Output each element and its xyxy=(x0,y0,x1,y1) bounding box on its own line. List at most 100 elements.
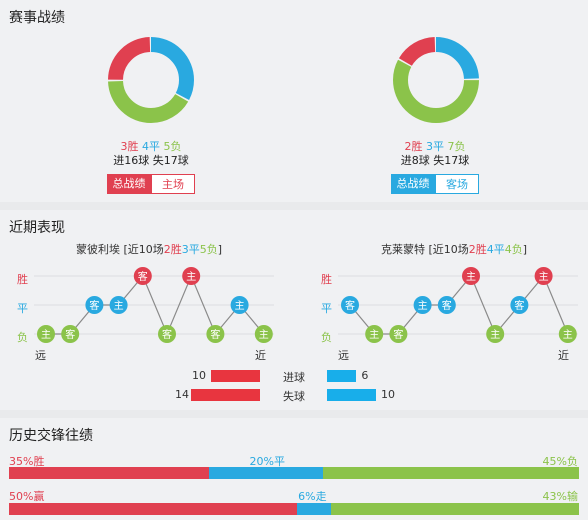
left-form-venue-label: 客 xyxy=(210,328,220,341)
left-form-point xyxy=(254,325,273,343)
right-form-venue-label: 主 xyxy=(490,329,500,341)
right-donut-loss-slice xyxy=(393,37,479,123)
left-tab-overall[interactable]: 总战绩 xyxy=(107,174,151,194)
h2h-draw-segment xyxy=(208,467,323,479)
right-form-point xyxy=(341,296,359,314)
right-form-point xyxy=(437,296,456,314)
right-form-point xyxy=(558,325,577,343)
right-form-venue-label: 客 xyxy=(514,299,524,312)
right-form-title: 克莱蒙特 [近10场2胜4平4负] xyxy=(381,243,528,256)
scored-left-value: 10 xyxy=(192,369,206,382)
right-form-venue-label: 客 xyxy=(345,299,355,312)
right-form-point xyxy=(365,325,384,343)
right-record-stats: 2胜 3平 7负 进8球 失17球 xyxy=(365,140,505,168)
right-form-point xyxy=(389,325,408,343)
section-title-recent: 近期表现 xyxy=(9,220,65,236)
left-form-point xyxy=(158,325,176,343)
left-form-title: 蒙彼利埃 [近10场2胜3平5负] xyxy=(76,243,223,256)
left-form-venue-label: 客 xyxy=(138,270,148,283)
left-draws: 4平 xyxy=(142,140,160,153)
left-form-point xyxy=(230,296,249,314)
right-form-venue-label: 客 xyxy=(393,328,403,341)
conceded-left-bar xyxy=(191,389,260,401)
h2h-handicap-win-segment xyxy=(9,503,297,515)
right-form-point xyxy=(510,296,529,314)
right-form-point xyxy=(413,296,432,314)
left-form-venue-label: 主 xyxy=(259,329,269,341)
left-form-venue-label: 主 xyxy=(186,271,196,283)
right-form-team: 克莱蒙特 xyxy=(381,243,425,256)
right-form-venue-label: 主 xyxy=(539,271,549,283)
h2h-win-label: 35%胜 xyxy=(9,455,45,468)
record-panel: 赛事战绩 3胜 4平 5负 进16球 失17球 总战绩 主场 2胜 3平 7负 … xyxy=(0,0,588,202)
scored-right-value: 6 xyxy=(361,369,369,382)
left-form-venue-label: 主 xyxy=(114,300,124,312)
section-title-record: 赛事战绩 xyxy=(9,10,65,26)
h2h-loss-label: 45%负 xyxy=(542,455,578,468)
history-panel: 历史交锋往绩 35%胜 20%平 45%负 50%赢 6%走 43%输 xyxy=(0,418,588,520)
h2h-loss-segment xyxy=(322,467,579,479)
right-x-near: 近 xyxy=(558,349,569,362)
conceded-label: 失球 xyxy=(283,390,305,403)
right-wins: 2胜 xyxy=(404,140,423,153)
right-goals: 进8球 失17球 xyxy=(400,154,470,167)
right-form-venue-label: 主 xyxy=(418,300,428,312)
scored-label: 进球 xyxy=(283,371,305,384)
scored-left-bar xyxy=(211,370,260,382)
conceded-right-value: 10 xyxy=(381,388,395,401)
right-form-point xyxy=(462,267,480,285)
left-y-loss: 负 xyxy=(17,331,28,344)
h2h-handicap-loss-segment xyxy=(331,503,579,515)
left-y-draw: 平 xyxy=(17,302,28,315)
h2h-handicap-draw-segment xyxy=(296,503,332,515)
h2h-handicap-draw-label: 6%走 xyxy=(298,490,327,503)
left-x-far: 远 xyxy=(35,349,46,362)
right-form-point xyxy=(486,325,505,343)
right-draws: 3平 xyxy=(426,140,444,153)
left-form-chart: 主客客 主客客主客主主 xyxy=(34,267,274,343)
right-losses: 7负 xyxy=(447,140,466,153)
left-form-venue-label: 客 xyxy=(89,299,99,312)
right-y-loss: 负 xyxy=(321,331,332,344)
left-form-line xyxy=(46,274,265,336)
h2h-handicap-loss-label: 43%输 xyxy=(542,490,578,503)
left-form-point xyxy=(61,325,80,343)
left-record-donut xyxy=(108,37,194,123)
right-tab-away[interactable]: 客场 xyxy=(435,174,479,194)
conceded-left-value: 14 xyxy=(175,388,189,401)
left-form-point xyxy=(85,296,104,314)
right-form-venue-label: 主 xyxy=(369,329,379,341)
h2h-draw-label: 20%平 xyxy=(249,455,285,468)
left-donut-draw-slice xyxy=(108,37,194,123)
left-form-point xyxy=(109,296,128,314)
left-form-point xyxy=(133,267,152,285)
left-x-near: 近 xyxy=(255,349,266,362)
recent-form-panel: 近期表现 蒙彼利埃 [近10场2胜3平5负] 克莱蒙特 [近10场2胜4平4负]… xyxy=(0,210,588,410)
right-y-win: 胜 xyxy=(321,273,332,286)
scored-right-bar xyxy=(327,370,357,382)
left-tab-home[interactable]: 主场 xyxy=(151,174,195,194)
h2h-result-bar xyxy=(9,467,579,479)
h2h-handicap-bar xyxy=(9,503,579,515)
right-donut-draw-slice xyxy=(393,37,479,123)
right-form-venue-label: 主 xyxy=(466,271,476,283)
h2h-win-segment xyxy=(9,467,209,479)
right-tab-overall[interactable]: 总战绩 xyxy=(391,174,435,194)
right-form-line xyxy=(349,274,569,336)
right-form-venue-label: 客 xyxy=(442,299,452,312)
left-form-team: 蒙彼利埃 xyxy=(76,243,120,256)
right-form-venue-label: 主 xyxy=(563,329,573,341)
left-form-venue-label: 客 xyxy=(162,328,172,341)
conceded-right-bar xyxy=(327,389,376,401)
right-form-point xyxy=(534,267,553,285)
h2h-handicap-win-label: 50%赢 xyxy=(9,490,45,503)
left-record-stats: 3胜 4平 5负 进16球 失17球 xyxy=(81,140,221,168)
left-wins: 3胜 xyxy=(120,140,139,153)
right-record-donut xyxy=(393,37,479,123)
left-form-venue-label: 主 xyxy=(235,300,245,312)
left-form-point xyxy=(206,325,225,343)
right-x-far: 远 xyxy=(338,349,349,362)
left-form-point xyxy=(182,267,201,285)
left-form-venue-label: 客 xyxy=(65,328,75,341)
